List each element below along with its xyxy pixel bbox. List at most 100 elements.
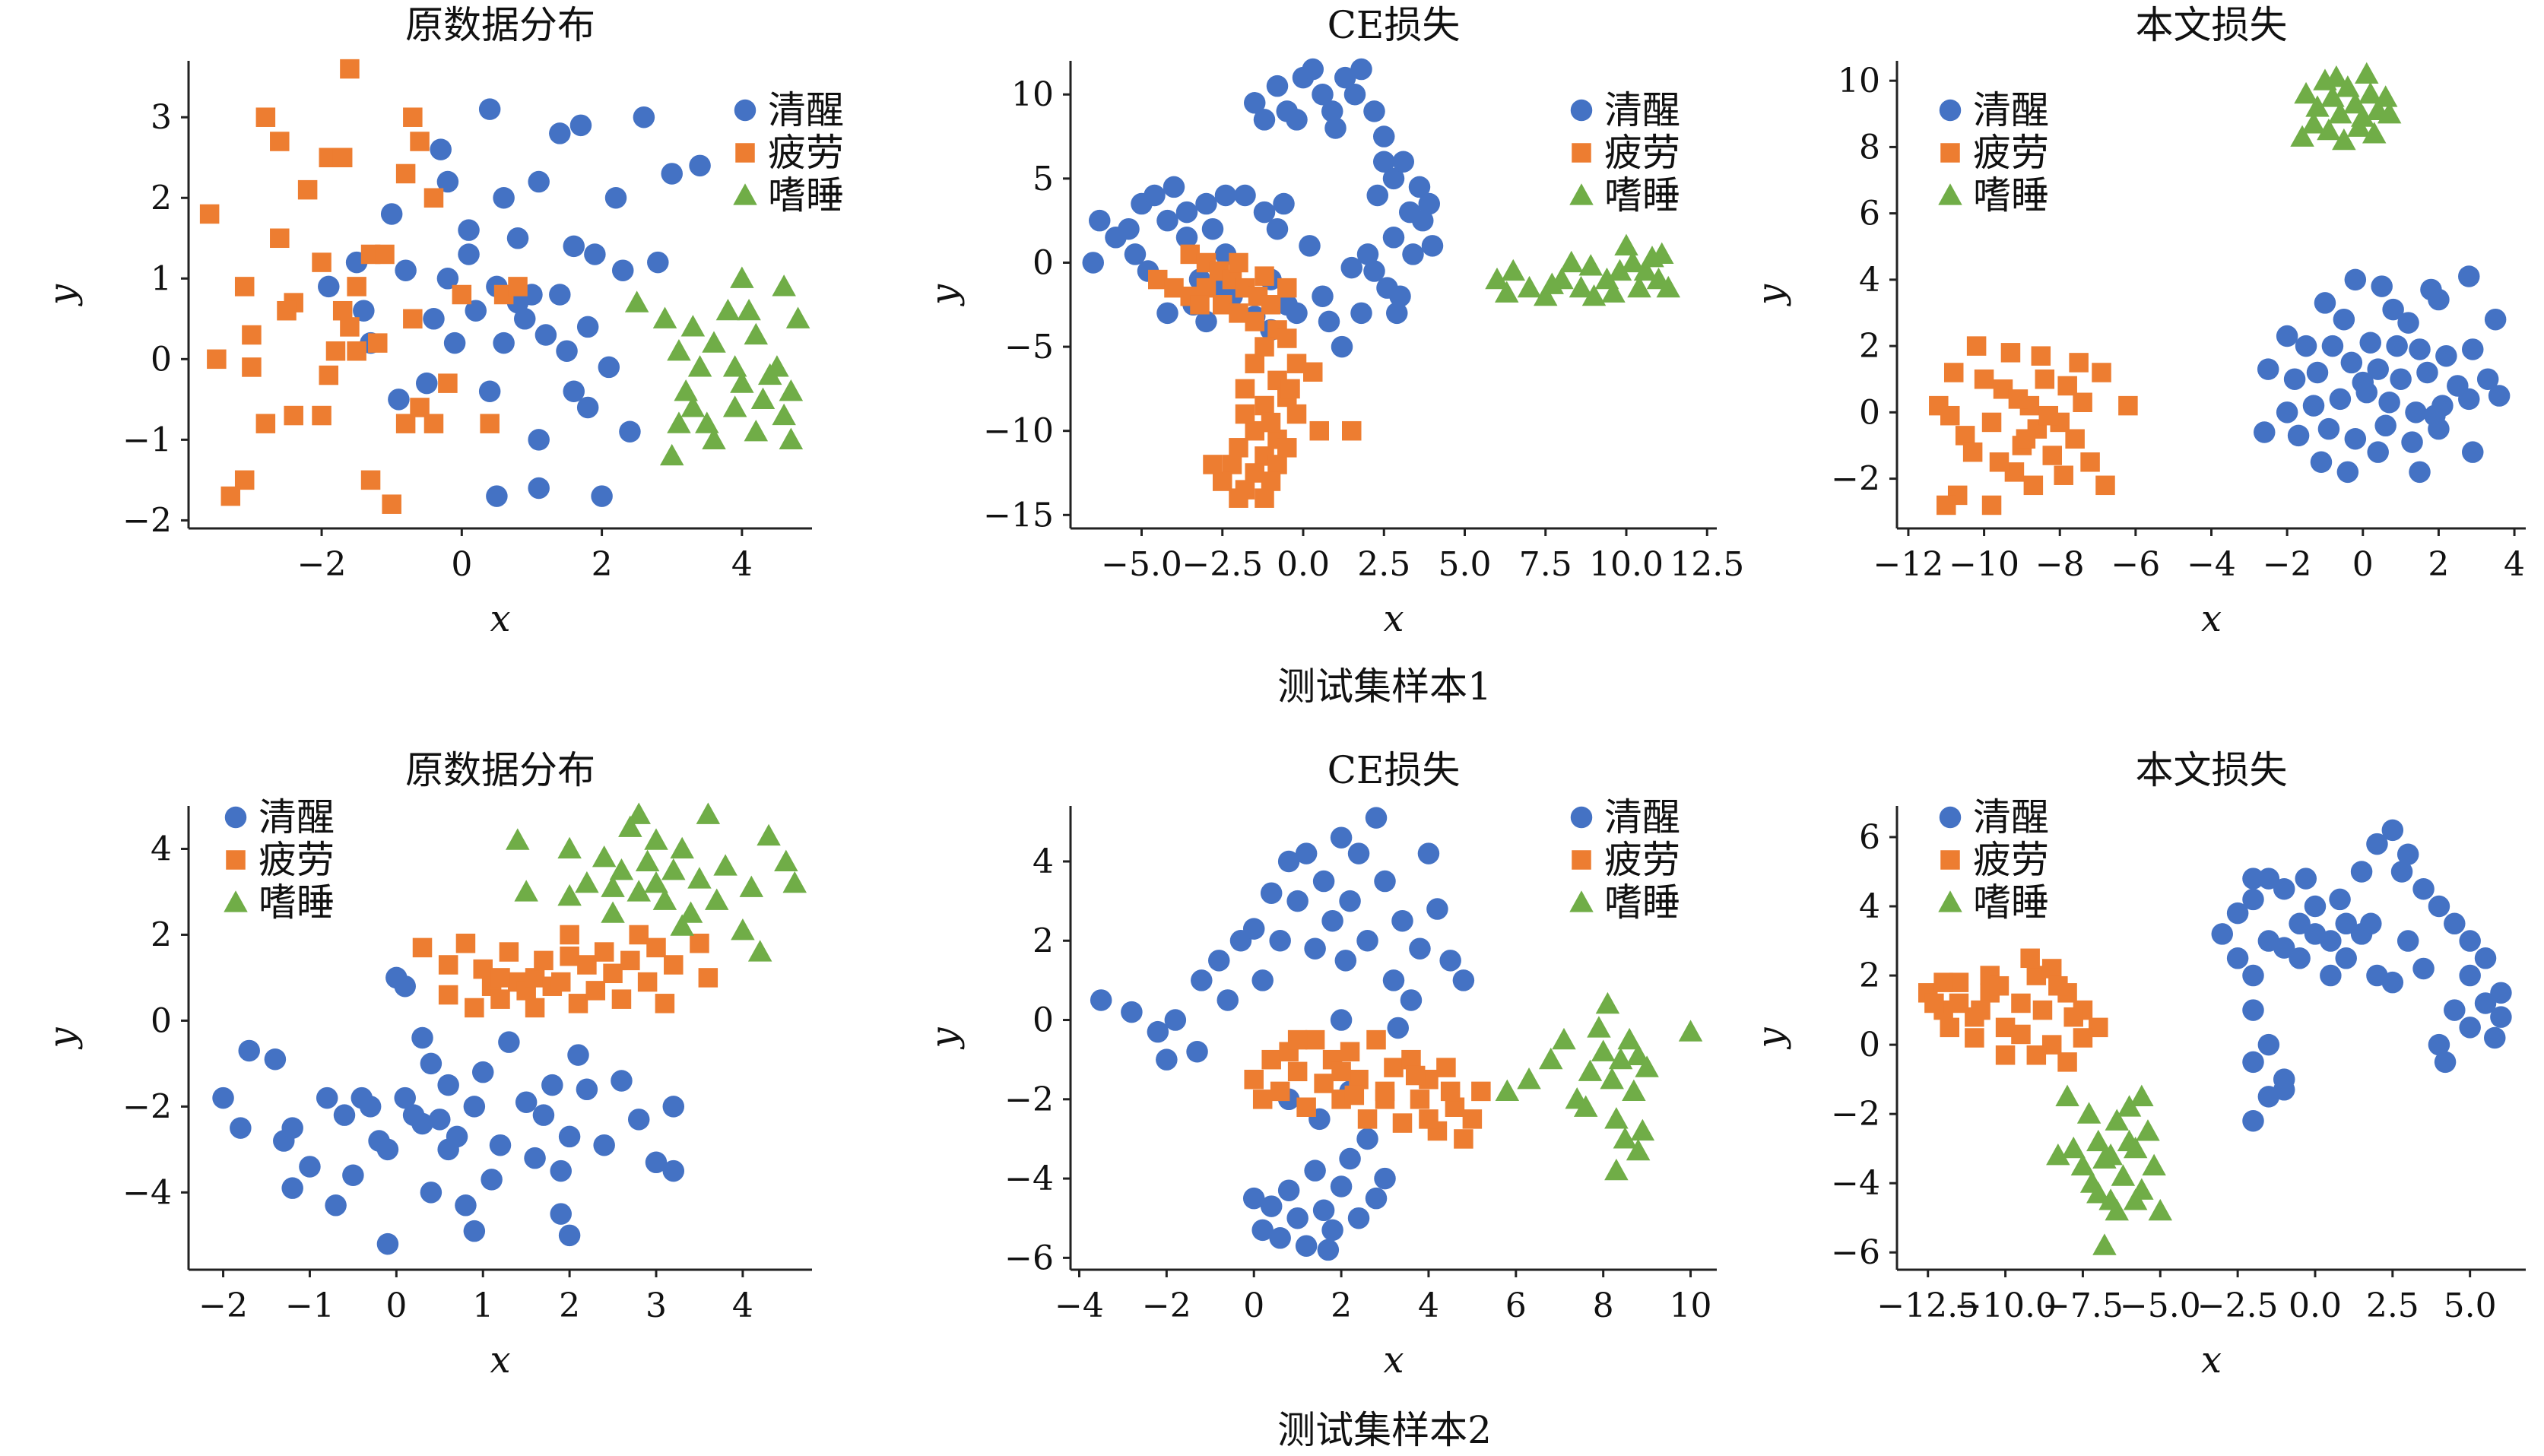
data-point bbox=[1981, 495, 2002, 515]
data-point bbox=[277, 300, 297, 321]
data-point bbox=[534, 950, 554, 971]
data-point bbox=[1495, 1079, 1520, 1101]
legend-label: 疲劳 bbox=[259, 838, 335, 882]
data-point bbox=[1287, 1029, 1308, 1050]
data-point bbox=[2336, 461, 2359, 484]
series-circle bbox=[2211, 819, 2512, 1132]
data-point bbox=[2257, 868, 2280, 890]
data-point bbox=[2042, 446, 2063, 465]
data-point bbox=[620, 950, 640, 971]
data-point bbox=[731, 918, 755, 941]
data-point bbox=[1340, 1042, 1360, 1061]
data-point bbox=[297, 179, 318, 200]
data-point bbox=[490, 968, 510, 988]
legend-marker bbox=[224, 806, 247, 829]
x-tick-label: 1 bbox=[472, 1286, 493, 1325]
data-point bbox=[1989, 975, 2010, 996]
legend-label: 清醒 bbox=[768, 88, 844, 132]
data-point bbox=[1261, 1049, 1281, 1070]
data-point bbox=[1617, 1027, 1642, 1050]
y-tick-label: −15 bbox=[983, 496, 1054, 535]
data-point bbox=[347, 277, 366, 297]
legend-label: 清醒 bbox=[1973, 795, 2049, 839]
y-tick-label: 2 bbox=[1859, 956, 1880, 995]
data-point bbox=[478, 98, 501, 120]
data-point bbox=[1363, 260, 1385, 282]
data-point bbox=[455, 1194, 477, 1217]
data-point bbox=[1213, 471, 1232, 491]
data-point bbox=[652, 888, 677, 910]
data-point bbox=[550, 1159, 572, 1182]
data-point bbox=[458, 243, 480, 265]
series-circle bbox=[1090, 807, 1475, 1261]
data-point bbox=[696, 802, 721, 824]
data-point bbox=[2424, 404, 2446, 427]
legend-marker bbox=[1940, 143, 1960, 163]
data-point bbox=[782, 871, 807, 893]
data-point bbox=[2065, 429, 2085, 449]
x-tick-label: 8 bbox=[1593, 1286, 1614, 1325]
data-point bbox=[1630, 1118, 1655, 1141]
data-point bbox=[1317, 1239, 1340, 1261]
data-point bbox=[689, 154, 711, 177]
data-point bbox=[340, 59, 360, 79]
data-point bbox=[528, 477, 550, 500]
data-point bbox=[1656, 275, 1680, 298]
data-point bbox=[704, 888, 729, 910]
panel-title: 本文损失 bbox=[2136, 748, 2288, 792]
scatter-panel-2: CE损失 −5.0 −2.5 0.0 2.5 5.0 7.5 10.0 12.5 −15 −10 −5… bbox=[923, 3, 1744, 640]
data-point bbox=[2242, 868, 2264, 890]
x-tick-label: −2 bbox=[297, 545, 347, 584]
data-point bbox=[281, 1117, 303, 1139]
data-point bbox=[550, 972, 571, 992]
series-triangle bbox=[1485, 233, 1680, 306]
data-point bbox=[1356, 243, 1379, 265]
data-point bbox=[2136, 1119, 2160, 1141]
data-point bbox=[1203, 455, 1223, 474]
data-point bbox=[2276, 325, 2298, 347]
data-point bbox=[1600, 1067, 1624, 1090]
data-point bbox=[465, 998, 484, 1018]
data-point bbox=[2371, 275, 2393, 297]
data-point bbox=[1144, 184, 1166, 207]
x-tick-label: −2.5 bbox=[2197, 1286, 2279, 1325]
data-point bbox=[2396, 930, 2419, 952]
data-point bbox=[2335, 912, 2357, 935]
data-point bbox=[532, 1104, 555, 1126]
y-tick-label: 6 bbox=[1859, 818, 1880, 857]
data-point bbox=[2253, 421, 2276, 443]
data-point bbox=[1471, 1081, 1491, 1102]
x-tick-label: 4 bbox=[731, 545, 753, 584]
data-point bbox=[2434, 1051, 2457, 1074]
data-point bbox=[652, 306, 677, 328]
data-point bbox=[2310, 451, 2333, 474]
data-point bbox=[2123, 1188, 2148, 1210]
series-circle bbox=[212, 966, 685, 1255]
data-point bbox=[1374, 870, 1396, 893]
data-point bbox=[1260, 882, 1283, 904]
data-point bbox=[598, 356, 620, 379]
legend-label: 疲劳 bbox=[1973, 131, 2049, 175]
data-point bbox=[342, 1164, 364, 1186]
data-point bbox=[2031, 346, 2051, 366]
data-point bbox=[2011, 993, 2031, 1013]
data-point bbox=[2287, 424, 2310, 447]
data-point bbox=[2076, 1102, 2101, 1124]
data-point bbox=[558, 1224, 581, 1247]
data-point bbox=[1974, 369, 1994, 389]
data-point bbox=[2020, 948, 2040, 969]
data-point bbox=[1382, 167, 1405, 190]
data-point bbox=[1962, 442, 1983, 462]
data-point bbox=[722, 355, 747, 377]
data-point bbox=[2329, 888, 2351, 911]
data-point bbox=[2242, 999, 2264, 1021]
data-point bbox=[429, 1109, 451, 1131]
data-point bbox=[1517, 275, 1542, 298]
scatter-panel-6: 本文损失 −12.5−10.0−7.5−5.0−2.5 0.0 2.5 5.0 −6 −4 −… bbox=[1749, 748, 2526, 1381]
legend-marker bbox=[1569, 183, 1594, 205]
legend-marker bbox=[226, 850, 246, 870]
data-point bbox=[2352, 371, 2374, 394]
data-point bbox=[499, 942, 519, 962]
data-point bbox=[403, 309, 423, 329]
data-point bbox=[423, 188, 444, 208]
